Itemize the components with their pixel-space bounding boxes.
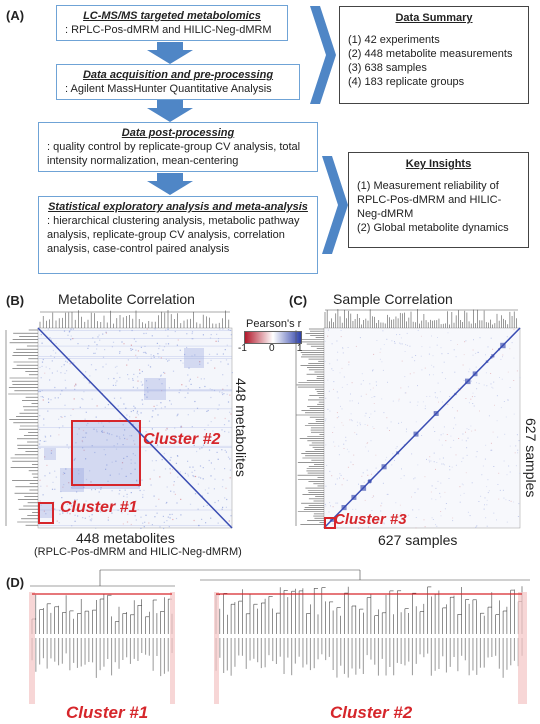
legend-title: Pearson's r xyxy=(246,318,302,330)
key-insights-box: Key Insights (1) Measurement reliability… xyxy=(348,152,529,248)
panel-b-bottom-label: 448 metabolites xyxy=(76,530,175,546)
panel-d-cluster-1-label: Cluster #1 xyxy=(66,703,149,722)
panel-a-label: (A) xyxy=(6,8,25,23)
panel-c-label: (C) xyxy=(289,293,308,308)
key-insights-title: Key Insights xyxy=(405,158,472,170)
flow-step-3-title: Data post-processing xyxy=(121,127,235,139)
panel-b-label: (B) xyxy=(6,293,25,308)
panel-b-bottom-sub: (RPLC-Pos-dMRM and HILIC-Neg-dMRM) xyxy=(34,546,242,558)
cluster-2-box xyxy=(71,420,141,486)
panel-b-title: Metabolite Correlation xyxy=(58,291,195,307)
panel-b-right-label: 448 metabolites xyxy=(233,378,249,477)
flow-step-4: Statistical exploratory analysis and met… xyxy=(38,196,318,274)
panel-d-label: (D) xyxy=(6,575,25,590)
data-summary-box: Data Summary (1) 42 experiments (2) 448 … xyxy=(339,6,529,104)
cluster-1-box xyxy=(38,502,54,524)
metabolite-heatmap xyxy=(5,310,233,530)
legend-tick-mid: 0 xyxy=(269,343,275,354)
cluster-1-label: Cluster #1 xyxy=(60,499,138,516)
data-summary-item: (2) 448 metabolite measurements xyxy=(348,48,513,60)
flow-step-4-text: : hierarchical clustering analysis, meta… xyxy=(47,215,300,255)
cluster-2-label: Cluster #2 xyxy=(143,431,221,448)
flow-step-2-title: Data acquisition and pre-processing xyxy=(82,69,274,81)
flow-step-4-title: Statistical exploratory analysis and met… xyxy=(48,201,308,213)
data-summary-item: (4) 183 replicate groups xyxy=(348,76,465,88)
flow-step-1-title: LC-MS/MS targeted metabolomics xyxy=(83,10,261,22)
data-summary-title: Data Summary xyxy=(395,12,473,24)
flow-step-3: Data post-processing : quality control b… xyxy=(38,122,318,172)
down-arrow-2 xyxy=(147,100,193,122)
key-insights-item: (2) Global metabolite dynamics xyxy=(357,222,509,234)
panel-d-cluster-2-label: Cluster #2 xyxy=(330,703,413,722)
data-summary-item: (1) 42 experiments xyxy=(348,34,440,46)
flow-step-1-text: : RPLC-Pos-dMRM and HILIC-Neg-dMRM xyxy=(65,24,272,36)
chevron-right-icon xyxy=(310,6,336,104)
cluster-3-label: Cluster #3 xyxy=(334,511,407,528)
down-arrow-1 xyxy=(147,42,193,64)
legend-tick-min: -1 xyxy=(238,343,247,354)
flow-step-1: LC-MS/MS targeted metabolomics : RPLC-Po… xyxy=(56,5,288,41)
dendrogram-panel-d xyxy=(29,569,530,704)
panel-c-right-label: 627 samples xyxy=(523,418,539,498)
legend-gradient xyxy=(244,331,302,344)
flow-step-3-text: : quality control by replicate-group CV … xyxy=(47,141,301,167)
sample-heatmap xyxy=(295,309,521,529)
panel-c-title: Sample Correlation xyxy=(333,291,453,307)
panel-c-bottom-label: 627 samples xyxy=(378,532,458,548)
data-summary-item: (3) 638 samples xyxy=(348,62,427,74)
key-insights-item: (1) Measurement reliability of RPLC-Pos-… xyxy=(357,180,502,220)
chevron-right-icon-2 xyxy=(322,156,348,254)
flow-step-2: Data acquisition and pre-processing : Ag… xyxy=(56,64,300,100)
cluster-3-box xyxy=(324,517,336,529)
flow-step-2-text: : Agilent MassHunter Quantitative Analys… xyxy=(65,83,272,95)
down-arrow-3 xyxy=(147,173,193,195)
legend-tick-max: 1 xyxy=(297,343,303,354)
